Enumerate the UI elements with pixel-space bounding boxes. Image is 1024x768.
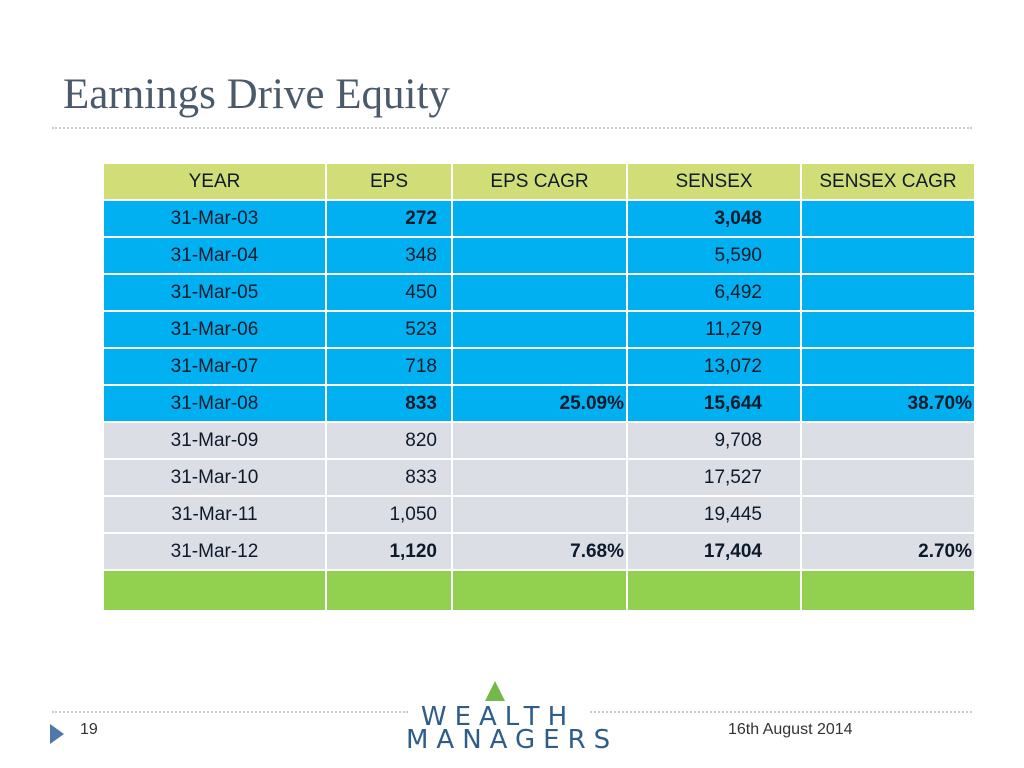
page-number: 19 bbox=[80, 721, 98, 738]
table-row: 31-Mar-10 833 17,527 bbox=[102, 458, 976, 497]
eps-cagr-cell bbox=[451, 421, 628, 460]
logo-text-line2: MANAGERS bbox=[406, 725, 619, 755]
header-eps-cagr: EPS CAGR bbox=[451, 162, 628, 201]
eps-cagr-cell bbox=[451, 495, 628, 534]
sensex-cell: 9,708 bbox=[626, 421, 802, 460]
table-row: 31-Mar-11 1,050 19,445 bbox=[102, 495, 976, 534]
empty-cell bbox=[325, 569, 453, 612]
table-row: 31-Mar-06 523 11,279 bbox=[102, 310, 976, 349]
table-row: 31-Mar-07 718 13,072 bbox=[102, 347, 976, 386]
year-cell: 31-Mar-05 bbox=[102, 273, 327, 312]
sensex-cell: 3,048 bbox=[626, 199, 802, 238]
sensex-cagr-cell bbox=[800, 236, 976, 275]
title-divider bbox=[52, 127, 972, 129]
company-logo: WEALTH MANAGERS bbox=[406, 680, 619, 755]
triangle-right-icon bbox=[50, 724, 64, 744]
empty-cell bbox=[102, 569, 327, 612]
eps-sensex-table: YEAR EPS EPS CAGR SENSEX SENSEX CAGR 31-… bbox=[102, 162, 976, 612]
eps-cagr-cell: 7.68% bbox=[451, 532, 628, 571]
table-row: 31-Mar-09 820 9,708 bbox=[102, 421, 976, 460]
footer-divider-right bbox=[590, 711, 972, 713]
header-sensex: SENSEX bbox=[626, 162, 802, 201]
year-cell: 31-Mar-04 bbox=[102, 236, 327, 275]
sensex-cell: 13,072 bbox=[626, 347, 802, 386]
eps-cagr-cell bbox=[451, 310, 628, 349]
eps-cell: 718 bbox=[325, 347, 453, 386]
sensex-cell: 11,279 bbox=[626, 310, 802, 349]
empty-cell bbox=[800, 569, 976, 612]
table-row: 31-Mar-04 348 5,590 bbox=[102, 236, 976, 275]
eps-cell: 272 bbox=[325, 199, 453, 238]
sensex-cagr-cell: 38.70% bbox=[800, 384, 976, 423]
eps-cell: 833 bbox=[325, 384, 453, 423]
table-footer-row bbox=[102, 569, 976, 612]
sensex-cell: 6,492 bbox=[626, 273, 802, 312]
footer-date: 16th August 2014 bbox=[728, 721, 853, 738]
year-cell: 31-Mar-12 bbox=[102, 532, 327, 571]
year-cell: 31-Mar-10 bbox=[102, 458, 327, 497]
eps-cagr-cell bbox=[451, 347, 628, 386]
header-year: YEAR bbox=[102, 162, 327, 201]
eps-cell: 523 bbox=[325, 310, 453, 349]
year-cell: 31-Mar-11 bbox=[102, 495, 327, 534]
eps-cagr-cell: 25.09% bbox=[451, 384, 628, 423]
sensex-cell: 19,445 bbox=[626, 495, 802, 534]
sensex-cell: 15,644 bbox=[626, 384, 802, 423]
footer-divider-left bbox=[52, 711, 408, 713]
eps-cell: 450 bbox=[325, 273, 453, 312]
sensex-cagr-cell bbox=[800, 347, 976, 386]
sensex-cagr-cell bbox=[800, 458, 976, 497]
eps-cell: 820 bbox=[325, 421, 453, 460]
sensex-cagr-cell: 2.70% bbox=[800, 532, 976, 571]
eps-cagr-cell bbox=[451, 458, 628, 497]
year-cell: 31-Mar-07 bbox=[102, 347, 327, 386]
sensex-cagr-cell bbox=[800, 421, 976, 460]
eps-cagr-cell bbox=[451, 199, 628, 238]
empty-cell bbox=[626, 569, 802, 612]
header-eps: EPS bbox=[325, 162, 453, 201]
eps-cagr-cell bbox=[451, 273, 628, 312]
sensex-cagr-cell bbox=[800, 495, 976, 534]
year-cell: 31-Mar-06 bbox=[102, 310, 327, 349]
sensex-cell: 17,404 bbox=[626, 532, 802, 571]
table-row: 31-Mar-05 450 6,492 bbox=[102, 273, 976, 312]
sensex-cagr-cell bbox=[800, 199, 976, 238]
eps-cell: 1,120 bbox=[325, 532, 453, 571]
eps-cagr-cell bbox=[451, 236, 628, 275]
year-cell: 31-Mar-08 bbox=[102, 384, 327, 423]
table-row: 31-Mar-03 272 3,048 bbox=[102, 199, 976, 238]
eps-cell: 1,050 bbox=[325, 495, 453, 534]
table-row: 31-Mar-12 1,120 7.68% 17,404 2.70% bbox=[102, 532, 976, 571]
header-sensex-cagr: SENSEX CAGR bbox=[800, 162, 976, 201]
year-cell: 31-Mar-09 bbox=[102, 421, 327, 460]
eps-cell: 348 bbox=[325, 236, 453, 275]
slide-title: Earnings Drive Equity bbox=[63, 71, 450, 118]
logo-text-line1: WEALTH bbox=[420, 702, 576, 732]
table-header-row: YEAR EPS EPS CAGR SENSEX SENSEX CAGR bbox=[102, 162, 976, 201]
sensex-cagr-cell bbox=[800, 273, 976, 312]
empty-cell bbox=[451, 569, 628, 612]
table-row: 31-Mar-08 833 25.09% 15,644 38.70% bbox=[102, 384, 976, 423]
year-cell: 31-Mar-03 bbox=[102, 199, 327, 238]
eps-cell: 833 bbox=[325, 458, 453, 497]
sensex-cell: 5,590 bbox=[626, 236, 802, 275]
triangle-up-icon bbox=[485, 681, 505, 701]
sensex-cell: 17,527 bbox=[626, 458, 802, 497]
sensex-cagr-cell bbox=[800, 310, 976, 349]
